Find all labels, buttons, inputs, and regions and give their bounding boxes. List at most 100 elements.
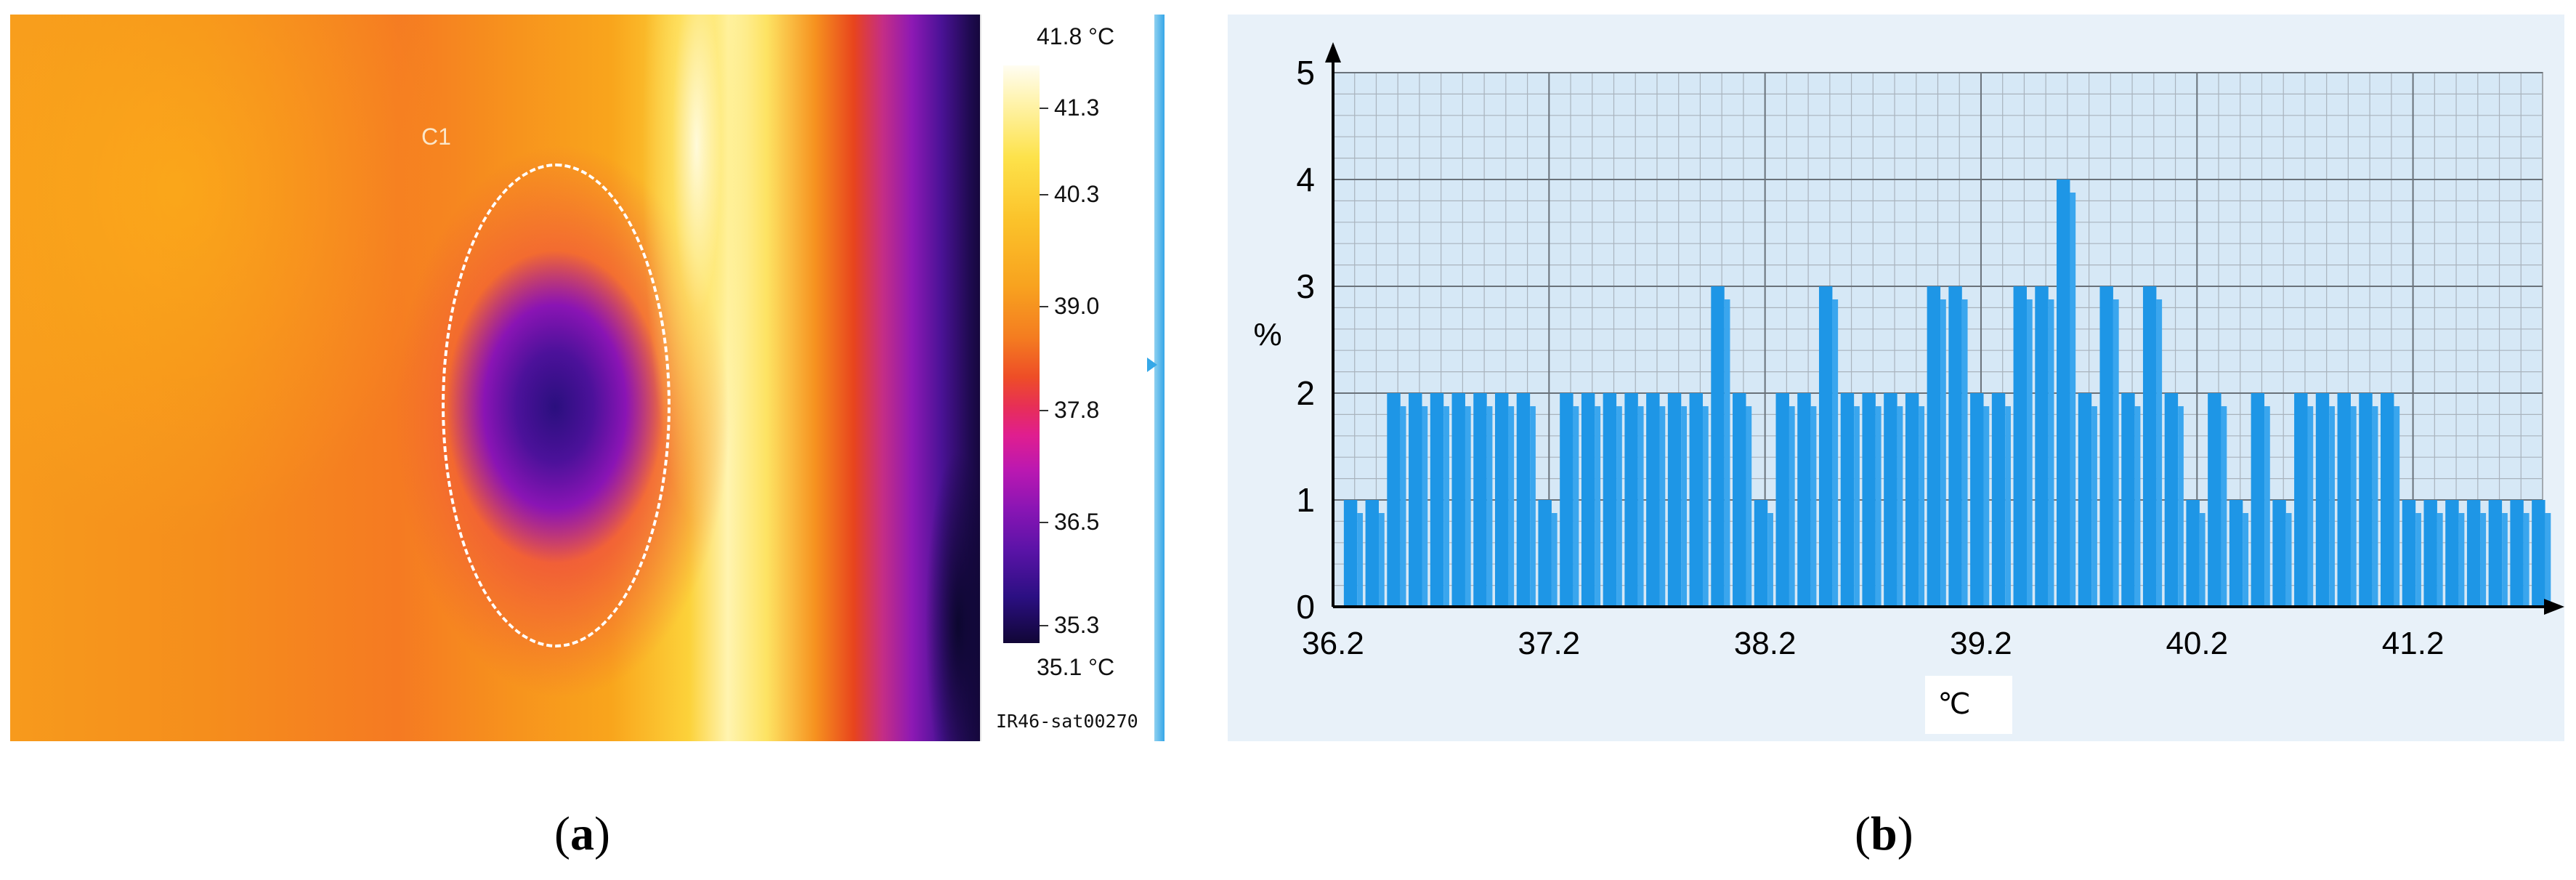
scale-marker-icon[interactable] <box>1147 358 1157 372</box>
histogram-bar <box>1516 393 1531 607</box>
y-tick-labels: 0 1 2 3 4 5 <box>1296 54 1315 626</box>
histogram-bar <box>2359 393 2373 607</box>
histogram-bar-shade <box>2113 299 2119 607</box>
histogram-bar-shade <box>1832 299 1839 607</box>
histogram-bar-shade <box>2329 406 2335 607</box>
x-axis-label-box <box>1925 676 2012 734</box>
histogram-bar-shade <box>2091 406 2097 607</box>
caption-a: (a) <box>554 807 610 860</box>
histogram-panel: 36.2 37.2 38.2 39.2 40.2 41.2 0 1 2 3 4 5 % ℃ <box>1228 15 2564 741</box>
color-bar <box>1003 65 1040 643</box>
scale-max-label: 41.8 °C <box>1037 23 1115 49</box>
y-tick-label: 4 <box>1296 161 1315 198</box>
histogram-bar-shade <box>1940 299 1946 607</box>
histogram-bar <box>2099 286 2113 607</box>
scale-tick <box>1040 193 1048 195</box>
histogram-bar <box>1711 286 1725 607</box>
histogram-bar <box>1365 500 1380 607</box>
histogram-bar <box>1970 393 1984 607</box>
scale-tick-label: 41.3 <box>1054 94 1100 121</box>
histogram-bar <box>2251 393 2265 607</box>
histogram-bar <box>1603 393 1617 607</box>
histogram-bar <box>1667 393 1682 607</box>
histogram-bar-shade <box>1919 406 1925 607</box>
histogram-bar-shade <box>1789 406 1795 607</box>
histogram-bar-shade <box>1443 406 1449 607</box>
roi-ellipse[interactable] <box>442 164 671 647</box>
y-tick-label: 1 <box>1296 481 1315 519</box>
histogram-bar-shade <box>1767 513 1773 607</box>
scale-tick-label: 36.5 <box>1054 508 1100 535</box>
histogram-bar <box>1494 393 1509 607</box>
histogram-bar-shade <box>1551 513 1558 607</box>
histogram-bar-shade <box>2523 513 2530 607</box>
histogram-bar-shade <box>1681 406 1688 607</box>
roi-label: C1 <box>421 124 451 150</box>
histogram-bar-shade <box>2285 513 2292 607</box>
thermal-image: C1 <box>10 15 980 741</box>
histogram-bar-shade <box>2372 406 2378 607</box>
x-tick-label: 39.2 <box>1950 626 2012 661</box>
histogram-bar-shade <box>2243 513 2249 607</box>
x-tick-label: 41.2 <box>2382 626 2445 661</box>
histogram-bar-shade <box>2264 406 2270 607</box>
scale-tick <box>1040 409 1048 411</box>
x-axis-label: ℃ <box>1938 687 1971 721</box>
histogram-bar-shade <box>1357 513 1364 607</box>
histogram-bar <box>1862 393 1876 607</box>
scale-tick-label: 35.3 <box>1054 612 1100 639</box>
histogram-bar-shade <box>1637 406 1644 607</box>
histogram-bar <box>2532 500 2545 607</box>
histogram-bar <box>2121 393 2135 607</box>
x-tick-label: 40.2 <box>2166 626 2228 661</box>
histogram-bar-shade <box>1465 406 1471 607</box>
scale-tick-label: 40.3 <box>1054 180 1100 207</box>
y-axis-arrow-icon <box>1325 42 1341 62</box>
histogram-bar <box>1538 500 1552 607</box>
histogram-bar <box>1840 393 1855 607</box>
scale-scrollbar[interactable] <box>1154 15 1165 741</box>
x-tick-label: 38.2 <box>1734 626 1797 661</box>
histogram-bar <box>1430 393 1444 607</box>
histogram-bar <box>1387 393 1401 607</box>
y-axis-label: % <box>1253 317 1281 352</box>
histogram-bar-shade <box>1703 406 1709 607</box>
caption-b: (b) <box>1855 807 1913 860</box>
histogram-bar-shade <box>2026 299 2033 607</box>
histogram-bar-shade <box>2134 406 2141 607</box>
histogram-bar-shade <box>2502 513 2508 607</box>
scale-tick <box>1040 625 1048 627</box>
caption-b-letter: b <box>1870 807 1897 860</box>
histogram-bar-shade <box>2048 299 2054 607</box>
histogram-bar <box>2510 500 2524 607</box>
scale-tick <box>1040 306 1048 308</box>
histogram-bar <box>1409 393 1422 607</box>
histogram-bar <box>1560 393 1573 607</box>
histogram-bar <box>2057 179 2070 607</box>
histogram-bar <box>2035 286 2049 607</box>
histogram-bar-shade <box>1530 406 1536 607</box>
y-tick-label: 0 <box>1296 588 1315 626</box>
scale-tick <box>1040 521 1048 523</box>
histogram-bar-shade <box>2394 406 2400 607</box>
histogram-bar <box>1754 500 1768 607</box>
histogram-bar-shade <box>2156 299 2163 607</box>
histogram-bar-shade <box>2221 406 2227 607</box>
histogram-bar-shade <box>1961 299 1968 607</box>
histogram-bar <box>1473 393 1487 607</box>
x-tick-labels: 36.2 37.2 38.2 39.2 40.2 41.2 <box>1302 626 2444 661</box>
histogram-bar-shade <box>1854 406 1860 607</box>
x-tick-label: 37.2 <box>1518 626 1581 661</box>
histogram-bar-shade <box>1875 406 1882 607</box>
histogram-bar <box>1905 393 1919 607</box>
histogram-bar <box>2488 500 2503 607</box>
histogram-bar <box>1646 393 1660 607</box>
x-tick-label: 36.2 <box>1302 626 1364 661</box>
histogram-bar-shade <box>1486 406 1493 607</box>
axes <box>1325 42 2564 615</box>
histogram-bar <box>2164 393 2179 607</box>
histogram-bar-shade <box>2005 406 2011 607</box>
histogram-bar <box>2315 393 2330 607</box>
x-axis-arrow-icon <box>2544 599 2564 615</box>
camera-id: IR46-sat00270 <box>996 711 1138 732</box>
